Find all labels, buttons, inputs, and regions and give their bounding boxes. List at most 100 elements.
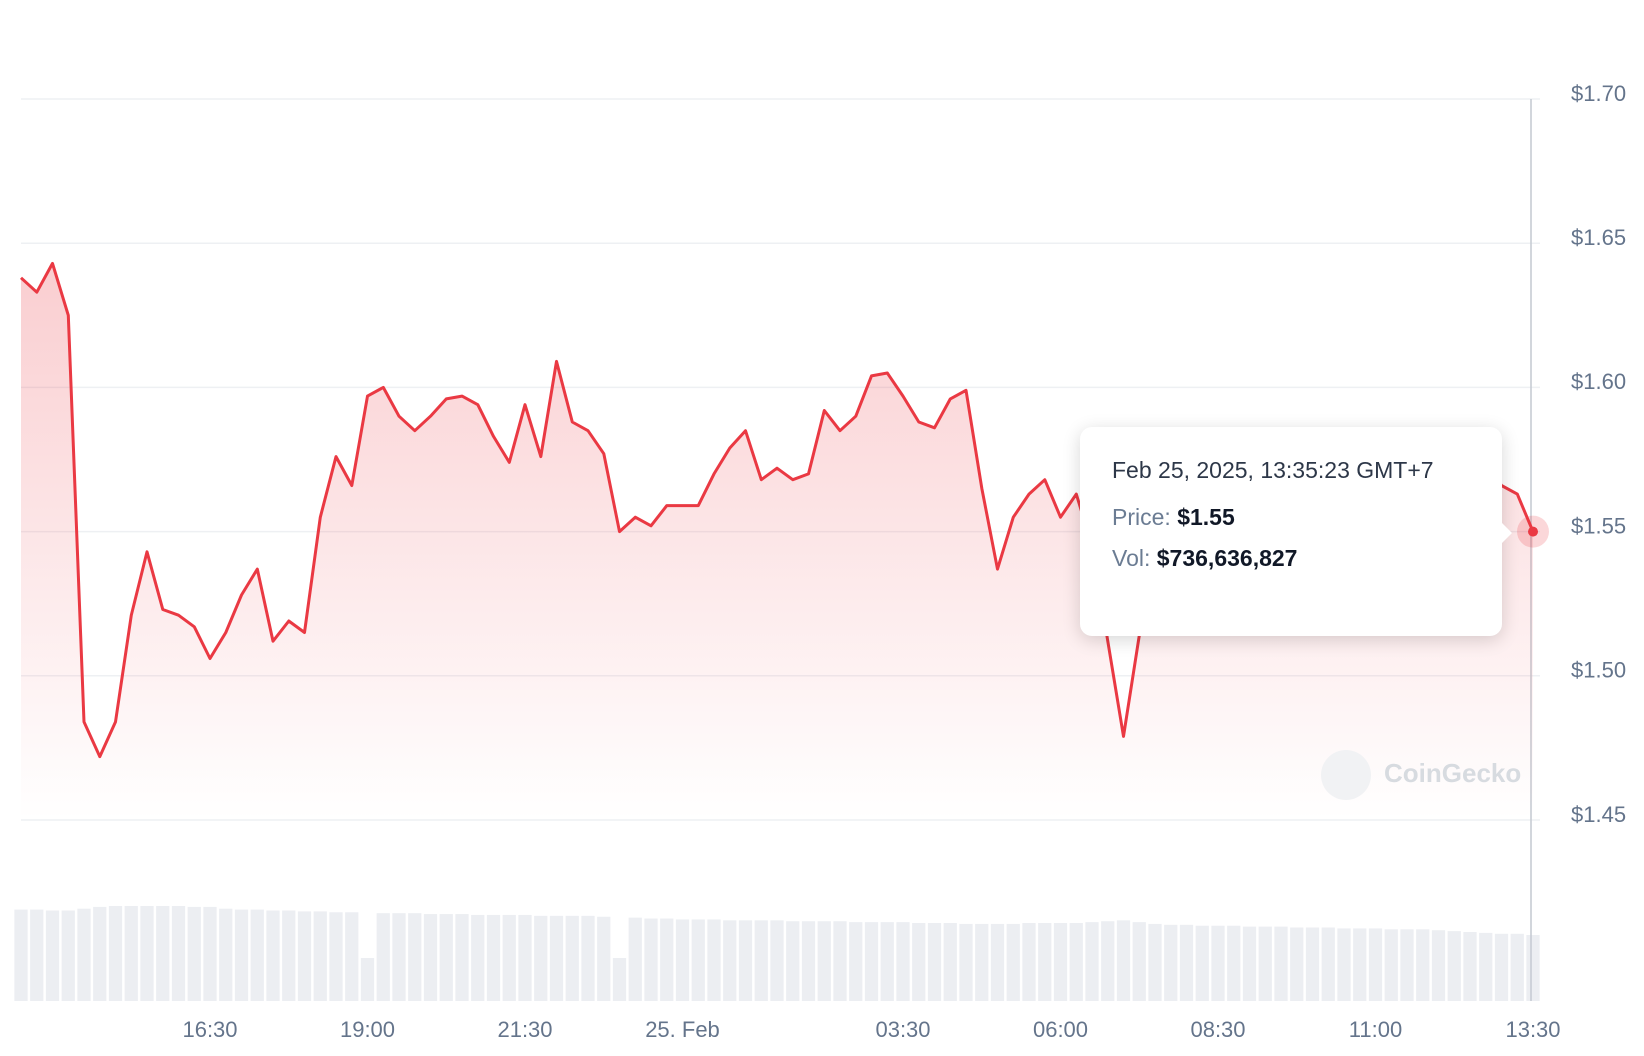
- watermark-logo: [1321, 750, 1371, 800]
- area-fill: [21, 263, 1533, 820]
- volume-bar: [219, 908, 233, 1001]
- volume-bar: [376, 913, 390, 1001]
- volume-bar: [1479, 932, 1493, 1001]
- volume-bar: [187, 906, 201, 1001]
- volume-bar: [786, 921, 800, 1001]
- volume-bar: [1321, 927, 1335, 1001]
- volume-bar: [486, 914, 501, 1001]
- volume-bar: [1305, 927, 1320, 1001]
- y-tick-label: $1.70: [1571, 81, 1626, 106]
- tooltip-vol-label: Vol:: [1112, 545, 1151, 571]
- volume-bar: [108, 906, 123, 1001]
- volume-bar: [959, 923, 973, 1001]
- watermark-text: CoinGecko: [1384, 758, 1521, 788]
- hover-point: [1528, 526, 1538, 537]
- volume-bar: [612, 957, 627, 1001]
- volume-bar: [880, 922, 894, 1001]
- volume-bar: [534, 915, 548, 1001]
- volume-bar: [1368, 928, 1383, 1001]
- tooltip: Feb 25, 2025, 13:35:23 GMT+7 Price: $1.5…: [1080, 427, 1512, 636]
- volume-bar: [1227, 925, 1241, 1001]
- volume-bar: [518, 914, 532, 1001]
- tooltip-price: $1.55: [1177, 504, 1235, 530]
- tooltip-price-row: Price: $1.55: [1112, 504, 1470, 531]
- volume-bar: [439, 914, 453, 1001]
- volume-bar: [156, 906, 170, 1001]
- volume-bar: [1431, 930, 1446, 1001]
- volume-bar: [1416, 929, 1430, 1001]
- volume-bar: [93, 906, 107, 1001]
- volume-bar: [1242, 926, 1257, 1001]
- volume-bar: [77, 908, 91, 1001]
- volume-bar: [502, 914, 516, 1001]
- volume-bar: [723, 920, 737, 1001]
- volume-bar: [1101, 921, 1115, 1001]
- volume-bar: [770, 920, 784, 1001]
- volume-bar: [234, 909, 249, 1001]
- volume-bar: [833, 921, 847, 1001]
- volume-bar: [1069, 923, 1083, 1001]
- volume-bar: [628, 917, 642, 1001]
- volume-bar: [990, 923, 1005, 1001]
- volume-bar: [1447, 931, 1461, 1001]
- volume-bar: [471, 914, 485, 1001]
- volume-bar: [581, 915, 595, 1001]
- tooltip-vol-row: Vol: $736,636,827: [1112, 545, 1470, 572]
- volume-bar: [1510, 933, 1524, 1001]
- tooltip-price-label: Price:: [1112, 504, 1171, 530]
- x-tick-label: 03:30: [875, 1017, 930, 1042]
- volume-bar: [1148, 923, 1162, 1001]
- volume-bar: [345, 912, 359, 1001]
- volume-bar: [124, 906, 138, 1001]
- watermark: CoinGecko: [1321, 750, 1521, 800]
- volume-bar: [297, 911, 312, 1001]
- y-tick-label: $1.55: [1571, 513, 1626, 538]
- volume-bar: [1400, 929, 1414, 1001]
- volume-bar: [896, 922, 910, 1001]
- volume-bar: [1337, 928, 1351, 1001]
- y-tick-label: $1.45: [1571, 802, 1626, 827]
- volume-bar: [1211, 925, 1225, 1001]
- volume-bar: [549, 915, 564, 1001]
- volume-bar: [455, 914, 469, 1001]
- volume-bar: [1006, 923, 1020, 1001]
- volume-bar: [360, 957, 375, 1001]
- volume-bar: [565, 915, 579, 1001]
- volume-bar: [597, 916, 611, 1001]
- x-tick-label: 25. Feb: [645, 1017, 720, 1042]
- volume-bar: [1195, 925, 1209, 1001]
- volume-bar: [912, 923, 926, 1001]
- volume-bar: [329, 912, 343, 1001]
- volume-bar: [140, 906, 154, 1001]
- volume-bar: [1353, 928, 1367, 1001]
- volume-bar: [1053, 923, 1068, 1001]
- volume-bar: [30, 909, 44, 1001]
- volume-bar: [1116, 920, 1131, 1001]
- volume-bar: [1274, 926, 1288, 1001]
- y-tick-label: $1.60: [1571, 369, 1626, 394]
- volume-bar: [1179, 924, 1194, 1001]
- volume-bar: [738, 920, 753, 1001]
- volume-bar: [1463, 931, 1477, 1001]
- volume-bar: [660, 918, 674, 1001]
- volume-bar: [691, 919, 705, 1001]
- volume-bar: [45, 910, 60, 1001]
- volume-bar: [250, 909, 264, 1001]
- volume-bar: [975, 923, 989, 1001]
- tooltip-vol: $736,636,827: [1156, 545, 1298, 571]
- volume-bar: [14, 909, 28, 1001]
- volume-bar: [644, 918, 658, 1001]
- volume-bar: [1132, 922, 1146, 1001]
- volume-bar: [61, 910, 75, 1001]
- x-tick-label: 08:30: [1190, 1017, 1245, 1042]
- tooltip-date: Feb 25, 2025, 13:35:23 GMT+7: [1112, 457, 1434, 483]
- volume-bar: [1164, 924, 1178, 1001]
- volume-bar: [675, 919, 690, 1001]
- x-tick-label: 11:00: [1349, 1017, 1402, 1042]
- volume-bar: [707, 919, 721, 1001]
- x-tick-label: 06:00: [1033, 1017, 1088, 1042]
- x-tick-label: 19:00: [340, 1017, 395, 1042]
- volume-bar: [313, 911, 327, 1001]
- volume-bar: [849, 922, 863, 1001]
